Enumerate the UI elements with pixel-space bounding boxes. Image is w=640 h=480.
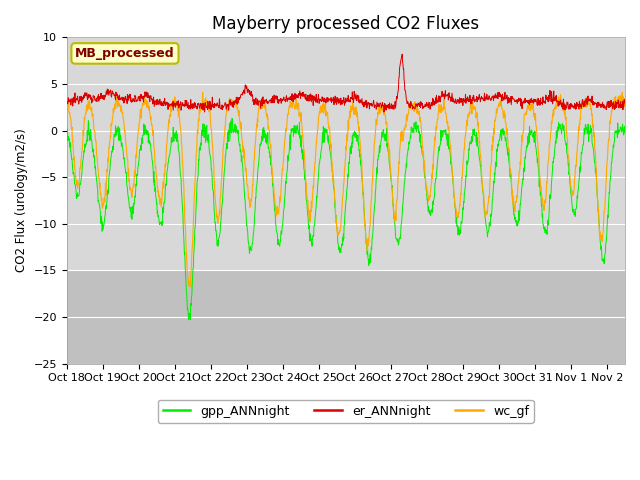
- wc_gf: [381, 112, 389, 118]
- wc_gf: [312, 146, 319, 152]
- er_ANNnight: [621, 97, 628, 103]
- wc_gf: [322, 113, 330, 119]
- Title: Mayberry processed CO2 Fluxes: Mayberry processed CO2 Fluxes: [212, 15, 479, 33]
- wc_gf: [621, 96, 628, 101]
- gpp_ANNnight: [106, 167, 114, 172]
- wc_gf: [129, 185, 136, 191]
- wc_gf: [199, 90, 207, 96]
- er_ANNnight: [381, 101, 388, 107]
- er_ANNnight: [106, 88, 114, 94]
- wc_gf: [186, 284, 194, 289]
- gpp_ANNnight: [129, 210, 136, 216]
- er_ANNnight: [380, 109, 388, 115]
- Line: er_ANNnight: er_ANNnight: [67, 54, 625, 112]
- er_ANNnight: [311, 95, 319, 101]
- gpp_ANNnight: [228, 116, 236, 121]
- Line: wc_gf: wc_gf: [67, 93, 625, 287]
- wc_gf: [63, 100, 70, 106]
- Text: MB_processed: MB_processed: [75, 47, 175, 60]
- wc_gf: [106, 138, 114, 144]
- Y-axis label: CO2 Flux (urology/m2/s): CO2 Flux (urology/m2/s): [15, 129, 28, 273]
- gpp_ANNnight: [185, 317, 193, 323]
- gpp_ANNnight: [312, 207, 319, 213]
- er_ANNnight: [300, 91, 307, 96]
- er_ANNnight: [321, 96, 329, 102]
- er_ANNnight: [63, 100, 70, 106]
- gpp_ANNnight: [381, 138, 389, 144]
- Line: gpp_ANNnight: gpp_ANNnight: [67, 119, 625, 320]
- gpp_ANNnight: [621, 130, 628, 135]
- gpp_ANNnight: [63, 126, 70, 132]
- gpp_ANNnight: [322, 127, 330, 132]
- Bar: [67, 270, 625, 364]
- Legend: gpp_ANNnight, er_ANNnight, wc_gf: gpp_ANNnight, er_ANNnight, wc_gf: [157, 400, 534, 423]
- er_ANNnight: [398, 51, 406, 57]
- gpp_ANNnight: [300, 167, 308, 172]
- er_ANNnight: [129, 98, 136, 104]
- wc_gf: [300, 149, 308, 155]
